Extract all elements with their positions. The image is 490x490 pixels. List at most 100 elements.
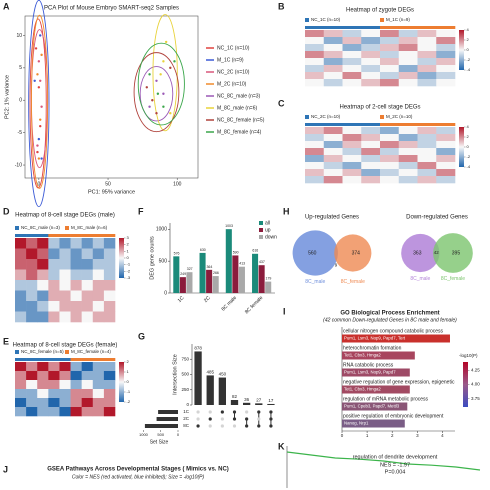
heatmap-cell xyxy=(37,290,49,302)
chart-subtitle: Color = NES (red activated, blue inhibit… xyxy=(72,474,205,480)
heatmap-cell xyxy=(15,389,27,399)
group-bar xyxy=(59,234,71,237)
legend-swatch xyxy=(259,228,263,232)
heatmap-cell xyxy=(398,30,418,38)
colorbar-tick-label: -2 xyxy=(127,268,131,273)
heatmap-cell xyxy=(361,44,381,52)
colorbar-tick-label: -4 xyxy=(467,164,471,169)
heatmap-cell xyxy=(59,269,71,281)
matrix-dot xyxy=(257,424,261,428)
x-tick-label: 50 xyxy=(105,181,111,187)
point xyxy=(156,92,160,95)
heatmap-cell xyxy=(48,259,60,270)
point xyxy=(36,73,39,76)
heatmap-cell xyxy=(26,407,38,417)
chart-title: Heatmap of 2-cell stage DEGs xyxy=(339,105,420,111)
group-bar xyxy=(342,26,362,29)
gene-label: Tet1, Cbx3, Hmga2 xyxy=(344,387,381,392)
set-size-tick-label: 500 xyxy=(157,432,164,437)
heatmap-cell xyxy=(305,30,325,38)
heatmap-cell xyxy=(361,37,381,45)
bar xyxy=(342,368,410,377)
heatmap-cell xyxy=(81,389,94,399)
heatmap-cell xyxy=(92,259,105,270)
heatmap-cell xyxy=(92,371,105,381)
y-tick-label: 500 xyxy=(181,372,189,377)
heatmap-cell xyxy=(37,238,49,249)
colorbar-label: -log10(P) xyxy=(459,353,478,358)
panel-label: E xyxy=(3,336,9,346)
chart-title: GSEA Pathways Across Developmental Stage… xyxy=(47,467,229,473)
heatmap-cell xyxy=(342,141,362,149)
colorbar-tick-label: 1 xyxy=(127,369,130,374)
venn-set-label: 8C_female xyxy=(441,276,465,282)
panel-label: H xyxy=(283,206,290,216)
heatmap-cell xyxy=(398,72,418,80)
legend-label: up xyxy=(265,227,271,233)
heatmap-cell xyxy=(398,148,418,156)
heatmap-cell xyxy=(15,311,27,323)
colorbar-tick-label: -3 xyxy=(127,275,131,280)
bar xyxy=(342,385,410,394)
heatmap-cell xyxy=(398,44,418,52)
group-bar xyxy=(417,123,437,126)
x-tick-label: 2 xyxy=(391,433,394,438)
heatmap-cell xyxy=(59,301,71,312)
value-label: 364 xyxy=(206,265,212,269)
value-label: 450 xyxy=(219,372,227,377)
confidence-ellipse xyxy=(28,0,50,208)
bar xyxy=(342,419,405,428)
enrichment-line xyxy=(286,451,481,471)
heatmap-cell xyxy=(48,290,60,302)
heatmap-cell xyxy=(436,44,456,52)
value-label: 249 xyxy=(180,272,186,276)
venn-set-label: 8C_male xyxy=(410,276,430,282)
heatmap-cell xyxy=(342,79,362,87)
heatmap-cell xyxy=(26,362,38,372)
gene-label: Tet1, Cbx3, Hmga2 xyxy=(344,353,381,358)
legend-swatch xyxy=(15,226,19,230)
heatmap-cell xyxy=(26,389,38,399)
colorbar-tick-label: 0 xyxy=(127,379,130,384)
heatmap-cell xyxy=(398,37,418,45)
y-tick-label: 5 xyxy=(19,65,22,71)
heatmap-cell xyxy=(92,407,105,417)
y-axis-label: DEG gene counts xyxy=(149,236,155,280)
heatmap-cell xyxy=(417,79,437,87)
heatmap-cell xyxy=(398,127,418,135)
heatmap-cell xyxy=(342,162,362,170)
heatmap-cell xyxy=(48,380,60,390)
x-tick-label: 8C female xyxy=(244,295,265,316)
confidence-ellipse xyxy=(30,14,49,189)
heatmap-cell xyxy=(436,51,456,59)
bar xyxy=(252,253,259,293)
bar xyxy=(179,277,186,293)
bar xyxy=(206,269,213,293)
group-bar xyxy=(48,358,60,361)
heatmap-cell xyxy=(92,398,105,408)
heatmap-cell xyxy=(436,127,456,135)
heatmap-cell xyxy=(436,169,456,177)
heatmap-cell xyxy=(26,248,38,260)
chart-title: GO Biological Process Enrichment xyxy=(340,311,439,317)
value-label: 266 xyxy=(213,271,219,275)
heatmap-cell xyxy=(342,37,362,45)
heatmap-cell xyxy=(70,398,82,408)
heatmap-cell xyxy=(417,134,437,142)
point xyxy=(162,60,165,63)
point xyxy=(39,79,42,83)
heatmap-cell xyxy=(305,58,325,66)
heatmap-cell xyxy=(380,65,400,73)
colorbar-tick-label: -2 xyxy=(467,154,471,159)
bar xyxy=(232,255,239,293)
venn-set xyxy=(334,234,372,272)
x-tick-label: 0 xyxy=(341,433,344,438)
bar xyxy=(206,375,214,405)
heatmap-cell xyxy=(15,407,27,417)
group-bar xyxy=(361,123,381,126)
heatmap-cell xyxy=(417,44,437,52)
heatmap-cell xyxy=(361,72,381,80)
matrix-dot xyxy=(196,410,200,414)
heatmap-cell xyxy=(305,37,325,45)
